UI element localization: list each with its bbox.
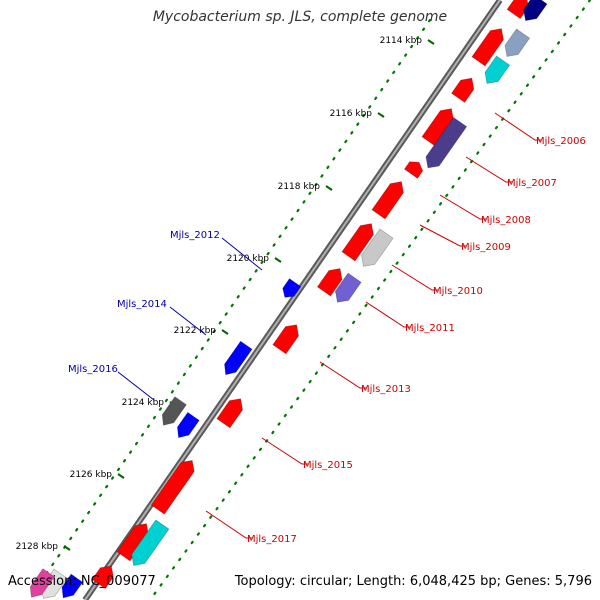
tick-label: 2118 kbp: [278, 182, 321, 192]
label-leader-line: [169, 306, 207, 336]
outer-gene-box: [131, 519, 170, 566]
forward-gene-arrow: [421, 108, 454, 147]
accession-info: Accession: NC_009077: [8, 574, 156, 589]
forward-gene-arrow: [341, 223, 374, 262]
forward-gene-arrow: [150, 459, 195, 515]
gene-label-forward: Mjls_2010: [433, 286, 483, 297]
map-title: Mycobacterium sp. JLS, complete genome: [152, 9, 448, 25]
topology-value: circular: [299, 574, 348, 589]
length-value: 6,048,425 bp: [409, 574, 497, 589]
gene-label-forward: Mjls_2017: [247, 534, 297, 545]
topology-label: Topology:: [234, 574, 296, 589]
forward-gene-arrow: [371, 181, 404, 220]
outer-gene-box: [484, 55, 511, 84]
genes-label: Genes:: [505, 574, 551, 589]
label-leader-line: [319, 361, 366, 389]
gene-label-forward: Mjls_2015: [303, 460, 353, 471]
gene-label-reverse: Mjls_2014: [117, 299, 167, 310]
tick-label: 2128 kbp: [16, 542, 59, 552]
forward-gene-arrow: [506, 0, 529, 20]
gene-label-forward: Mjls_2011: [405, 323, 455, 334]
forward-gene-arrow: [451, 77, 475, 103]
outer-gene-box: [361, 228, 394, 267]
label-leader-line: [494, 112, 541, 141]
gc-dots-layer: [33, 0, 592, 600]
label-leader-line: [221, 237, 263, 271]
forward-gene-arrow: [116, 523, 149, 562]
tick-mark: [274, 257, 282, 263]
magenta-gene-box: [29, 568, 55, 598]
gene-label-reverse: Mjls_2016: [68, 364, 118, 375]
forward-gene-arrow: [216, 398, 243, 429]
label-leader-line: [117, 371, 155, 401]
label-leader-line: [205, 510, 252, 539]
label-leader-line: [261, 437, 308, 465]
tick-label: 2124 kbp: [122, 398, 165, 408]
gene-label-forward: Mjls_2006: [536, 136, 586, 147]
outer-gene-box: [504, 28, 531, 57]
genome-stats: Topology: circular; Length: 6,048,425 bp…: [234, 574, 592, 589]
reverse-gene-arrow: [224, 340, 253, 376]
genes-layer: [29, 0, 548, 599]
backbone-highlight: [84, 0, 501, 600]
gene-label-forward: Mjls_2009: [461, 242, 511, 253]
tick-mark: [63, 545, 71, 551]
outer-gene-box: [425, 116, 468, 169]
accession-value: NC_009077: [80, 574, 156, 589]
label-leader-line: [391, 264, 438, 291]
tick-mark: [221, 329, 229, 335]
label-leader-line: [419, 224, 466, 247]
genes-value: 5,796: [554, 574, 592, 589]
gc-dot-track-right: [148, 0, 592, 600]
reverse-gene-arrow: [176, 411, 200, 439]
accession-label: Accession:: [8, 574, 77, 589]
label-leader-line: [365, 301, 410, 328]
gene-label-forward: Mjls_2013: [361, 384, 411, 395]
backbone-layer: [82, 0, 503, 600]
reverse-gene-arrow: [61, 573, 84, 599]
forward-gene-arrow: [471, 28, 504, 67]
gc-dot-track-left: [33, 18, 432, 592]
tick-label: 2122 kbp: [174, 326, 217, 336]
tick-label: 2114 kbp: [380, 36, 423, 46]
forward-gene-arrow: [403, 161, 424, 179]
forward-gene-arrow: [91, 565, 114, 590]
tick-mark: [427, 39, 435, 45]
labels-layer: Mjls_2006 Mjls_2007 Mjls_2008 Mjls_2009 Mjls…: [68, 112, 586, 545]
gene-label-reverse: Mjls_2012: [170, 230, 220, 241]
label-leader-line: [439, 194, 486, 220]
tick-label: 2126 kbp: [70, 470, 113, 480]
outer-gene-box: [335, 272, 362, 303]
label-leader-line: [465, 156, 512, 183]
tick-label: 2116 kbp: [330, 109, 373, 119]
tick-mark: [325, 185, 333, 191]
gene-label-forward: Mjls_2007: [507, 178, 557, 189]
forward-gene-arrow: [272, 324, 299, 355]
forward-gene-arrow: [316, 268, 343, 297]
grey-gene-box: [161, 396, 187, 426]
length-label: Length:: [356, 574, 406, 589]
tick-mark: [117, 473, 125, 479]
tick-mark: [377, 112, 385, 118]
reverse-gene-arrow: [282, 278, 302, 298]
outer-gene-box: [523, 0, 548, 22]
gene-label-forward: Mjls_2008: [481, 215, 531, 226]
